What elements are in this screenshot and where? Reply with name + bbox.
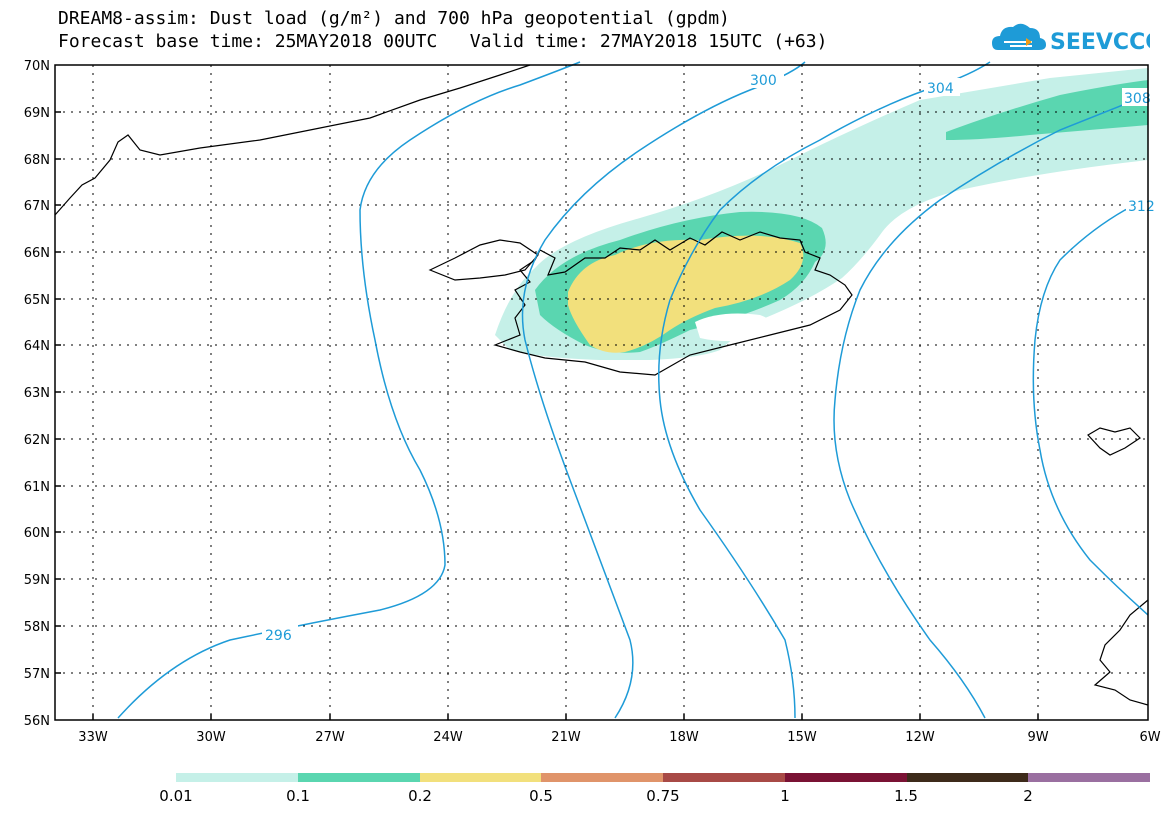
legend-label: 2 [1023, 787, 1033, 805]
contour-label-312: 312 [1128, 199, 1155, 215]
dust-area-0-1-north [946, 80, 1148, 140]
lon-label: 12W [905, 730, 935, 745]
contour-label-300: 300 [750, 73, 777, 89]
lon-label: 9W [1027, 730, 1048, 745]
graticule [55, 65, 1148, 720]
legend-swatch [906, 773, 1029, 782]
legend-label: 0.5 [529, 787, 553, 805]
greenland-coast [54, 64, 531, 216]
lon-label: 24W [433, 730, 463, 745]
contour-304 [658, 61, 991, 719]
lat-label: 58N [24, 620, 50, 635]
legend-swatch [1028, 773, 1150, 782]
map-title: DREAM8-assim: Dust load (g/m²) and 700 h… [58, 8, 730, 29]
norway-scotland-coast [1093, 599, 1149, 706]
map-subtitle: Forecast base time: 25MAY2018 00UTC Vali… [58, 31, 828, 52]
lat-label: 69N [24, 106, 50, 121]
lon-label: 30W [196, 730, 226, 745]
dust-area-0-2 [568, 235, 804, 353]
lat-label: 61N [24, 480, 50, 495]
lat-label: 60N [24, 526, 50, 541]
dust-layer [495, 68, 1148, 360]
lat-label: 64N [24, 339, 50, 354]
contour-label-304: 304 [927, 81, 954, 97]
lat-label: 70N [24, 59, 50, 74]
westfjords-coast [428, 239, 539, 281]
legend-label: 0.2 [408, 787, 432, 805]
legend-label: 0.1 [286, 787, 310, 805]
seevccc-logo: SEEVCCC [992, 23, 1150, 55]
contour-308 [833, 94, 1149, 719]
lat-label: 56N [24, 714, 50, 729]
contour-296 [117, 61, 581, 719]
lon-label: 21W [551, 730, 581, 745]
legend-label: 1 [780, 787, 790, 805]
legend-label: 0.01 [159, 787, 193, 805]
legend-label: 0.75 [646, 787, 680, 805]
cloud-logo-icon [992, 23, 1046, 50]
color-legend [176, 773, 1150, 782]
lat-label: 59N [24, 573, 50, 588]
legend-swatch [541, 773, 663, 782]
legend-swatch [176, 773, 298, 782]
coastlines [54, 64, 1149, 706]
contour-312 [1032, 199, 1149, 616]
lat-label: 62N [24, 433, 50, 448]
legend-swatch [663, 773, 785, 782]
contour-label-296: 296 [265, 628, 292, 644]
lat-label: 67N [24, 199, 50, 214]
legend-swatch [784, 773, 907, 782]
logo-text: SEEVCCC [1050, 30, 1150, 55]
lon-label: 33W [78, 730, 108, 745]
lat-label: 66N [24, 246, 50, 261]
legend-label: 1.5 [894, 787, 918, 805]
lon-label: 27W [315, 730, 345, 745]
contour-300 [521, 61, 806, 719]
lon-label: 15W [787, 730, 817, 745]
lat-label: 68N [24, 153, 50, 168]
legend-swatch [419, 773, 542, 782]
legend-swatch [297, 773, 420, 782]
lat-label: 63N [24, 386, 50, 401]
lon-label: 6W [1139, 730, 1160, 745]
lon-label: 18W [669, 730, 699, 745]
lat-label: 65N [24, 293, 50, 308]
faroe-islands [1087, 427, 1141, 456]
lat-label: 57N [24, 667, 50, 682]
contour-label-308: 308 [1124, 91, 1151, 107]
